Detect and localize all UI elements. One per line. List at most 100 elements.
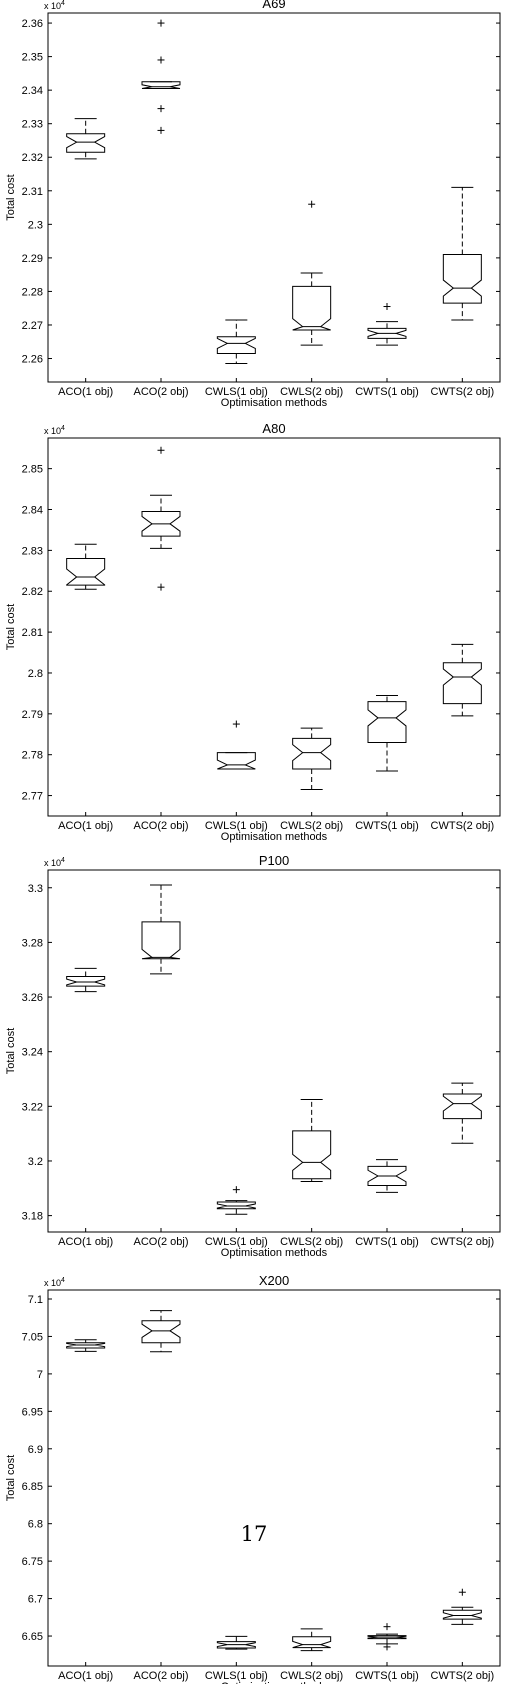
x-tick-label: CWLS(1 obj) [205, 820, 268, 832]
x-tick-label: CWLS(2 obj) [280, 1236, 343, 1248]
x-tick-label: ACO(1 obj) [58, 1236, 113, 1248]
y-tick-label: 2.83 [22, 545, 43, 557]
chart-panel: P100 x 104 3.18 3.2 3.22 3.24 3.26 3.28 3.3 Total… [5, 853, 501, 1259]
box-series-item [367, 694, 407, 772]
axis-exponent-label: x 104 [44, 425, 65, 436]
box-series-item [66, 1339, 106, 1352]
box-series-item [367, 303, 407, 346]
y-tick-label: 3.24 [22, 1047, 43, 1059]
y-tick-label: 3.22 [22, 1101, 43, 1113]
box-series-item [216, 720, 256, 770]
outlier-marker [383, 1623, 391, 1631]
outlier-marker [157, 105, 165, 113]
y-tick-label: 2.85 [22, 464, 43, 476]
box-series-item [367, 1159, 407, 1193]
box-body [66, 976, 106, 987]
x-tick-label: ACO(2 obj) [133, 1670, 188, 1682]
y-tick-label: 2.29 [22, 253, 43, 265]
outlier-marker [383, 1643, 391, 1651]
outlier-marker [157, 126, 165, 134]
x-tick-label: ACO(1 obj) [58, 820, 113, 832]
y-axis-label: Total cost [5, 1455, 17, 1501]
outlier-marker [157, 56, 165, 64]
y-tick-label: 3.2 [28, 1156, 43, 1168]
box-series-item [141, 19, 181, 134]
y-tick-label: 2.81 [22, 627, 43, 639]
axis-exponent-label: x 104 [44, 857, 65, 868]
y-tick-label: 7 [37, 1369, 43, 1381]
outlier-marker [157, 446, 165, 454]
box-body [292, 1130, 332, 1180]
box-body [141, 921, 181, 960]
outlier-marker [157, 19, 165, 27]
box-body [442, 254, 482, 304]
page-number: 17 [240, 1522, 268, 1546]
box-body [292, 285, 332, 331]
box-series-item [367, 1623, 407, 1651]
x-tick-label: CWTS(2 obj) [431, 1670, 495, 1682]
box-series-item [141, 446, 181, 591]
x-tick-label: ACO(2 obj) [133, 820, 188, 832]
y-tick-label: 2.36 [22, 18, 43, 30]
box-body [66, 558, 106, 586]
x-tick-label: CWTS(1 obj) [355, 1670, 419, 1682]
y-axis-label: Total cost [5, 604, 17, 650]
outlier-marker [232, 1186, 240, 1194]
y-tick-label: 6.85 [22, 1481, 43, 1493]
outlier-marker [383, 303, 391, 311]
x-tick-label: CWTS(1 obj) [355, 386, 419, 398]
box-body [367, 327, 407, 339]
box-series-item [292, 1628, 332, 1652]
y-tick-label: 2.78 [22, 750, 43, 762]
outlier-marker [308, 200, 316, 208]
chart-panel: A80 x 104 2.77 2.78 2.79 2.8 2.81 2.82 2.83 2.84 2… [5, 421, 501, 843]
x-tick-label: ACO(1 obj) [58, 386, 113, 398]
y-tick-label: 2.35 [22, 52, 43, 64]
box-series-item [442, 1082, 482, 1144]
box-body [141, 81, 181, 89]
box-series-item [216, 319, 256, 365]
box-body [442, 1609, 482, 1620]
x-tick-label: ACO(2 obj) [133, 1236, 188, 1248]
y-tick-label: 2.31 [22, 186, 43, 198]
x-tick-label: CWTS(2 obj) [431, 820, 495, 832]
x-axis-label: Optimisation methods [221, 397, 328, 409]
outlier-marker [458, 1588, 466, 1596]
y-tick-label: 2.27 [22, 320, 43, 332]
y-tick-label: 2.3 [28, 219, 43, 231]
y-tick-label: 2.82 [22, 586, 43, 598]
x-tick-label: CWTS(1 obj) [355, 820, 419, 832]
y-tick-label: 2.33 [22, 119, 43, 131]
y-axis-label: Total cost [5, 174, 17, 220]
y-tick-label: 6.95 [22, 1406, 43, 1418]
x-axis-label: Optimisation methods [221, 831, 328, 843]
y-tick-label: 3.18 [22, 1211, 43, 1223]
box-body [141, 1320, 181, 1344]
box-series-item [141, 1310, 181, 1353]
box-body [66, 1342, 106, 1349]
box-series-item [292, 1098, 332, 1182]
axis-exponent-label: x 104 [44, 1277, 65, 1288]
x-tick-label: CWTS(2 obj) [431, 386, 495, 398]
y-tick-label: 3.3 [28, 883, 43, 895]
chart-panel: X200 x 104 6.65 6.7 6.75 6.8 6.85 6.9 6.95 7 7.05 7… [5, 1273, 501, 1684]
y-tick-label: 2.79 [22, 709, 43, 721]
x-axis-label: Optimisation methods [221, 1247, 328, 1259]
box-body [292, 1636, 332, 1649]
y-tick-label: 3.26 [22, 992, 43, 1004]
box-body [141, 511, 181, 537]
y-tick-label: 2.84 [22, 505, 43, 517]
box-series-item [66, 967, 106, 993]
box-body [292, 737, 332, 770]
x-tick-label: CWLS(1 obj) [205, 1236, 268, 1248]
y-tick-label: 2.32 [22, 152, 43, 164]
box-body [367, 1635, 407, 1640]
y-tick-label: 2.77 [22, 791, 43, 803]
box-series-item [66, 118, 106, 160]
box-series-item [216, 1186, 256, 1215]
axes-frame [47, 1289, 501, 1667]
x-tick-label: CWLS(1 obj) [205, 386, 268, 398]
chart-title: A80 [262, 421, 285, 436]
chart-title: P100 [259, 853, 289, 868]
